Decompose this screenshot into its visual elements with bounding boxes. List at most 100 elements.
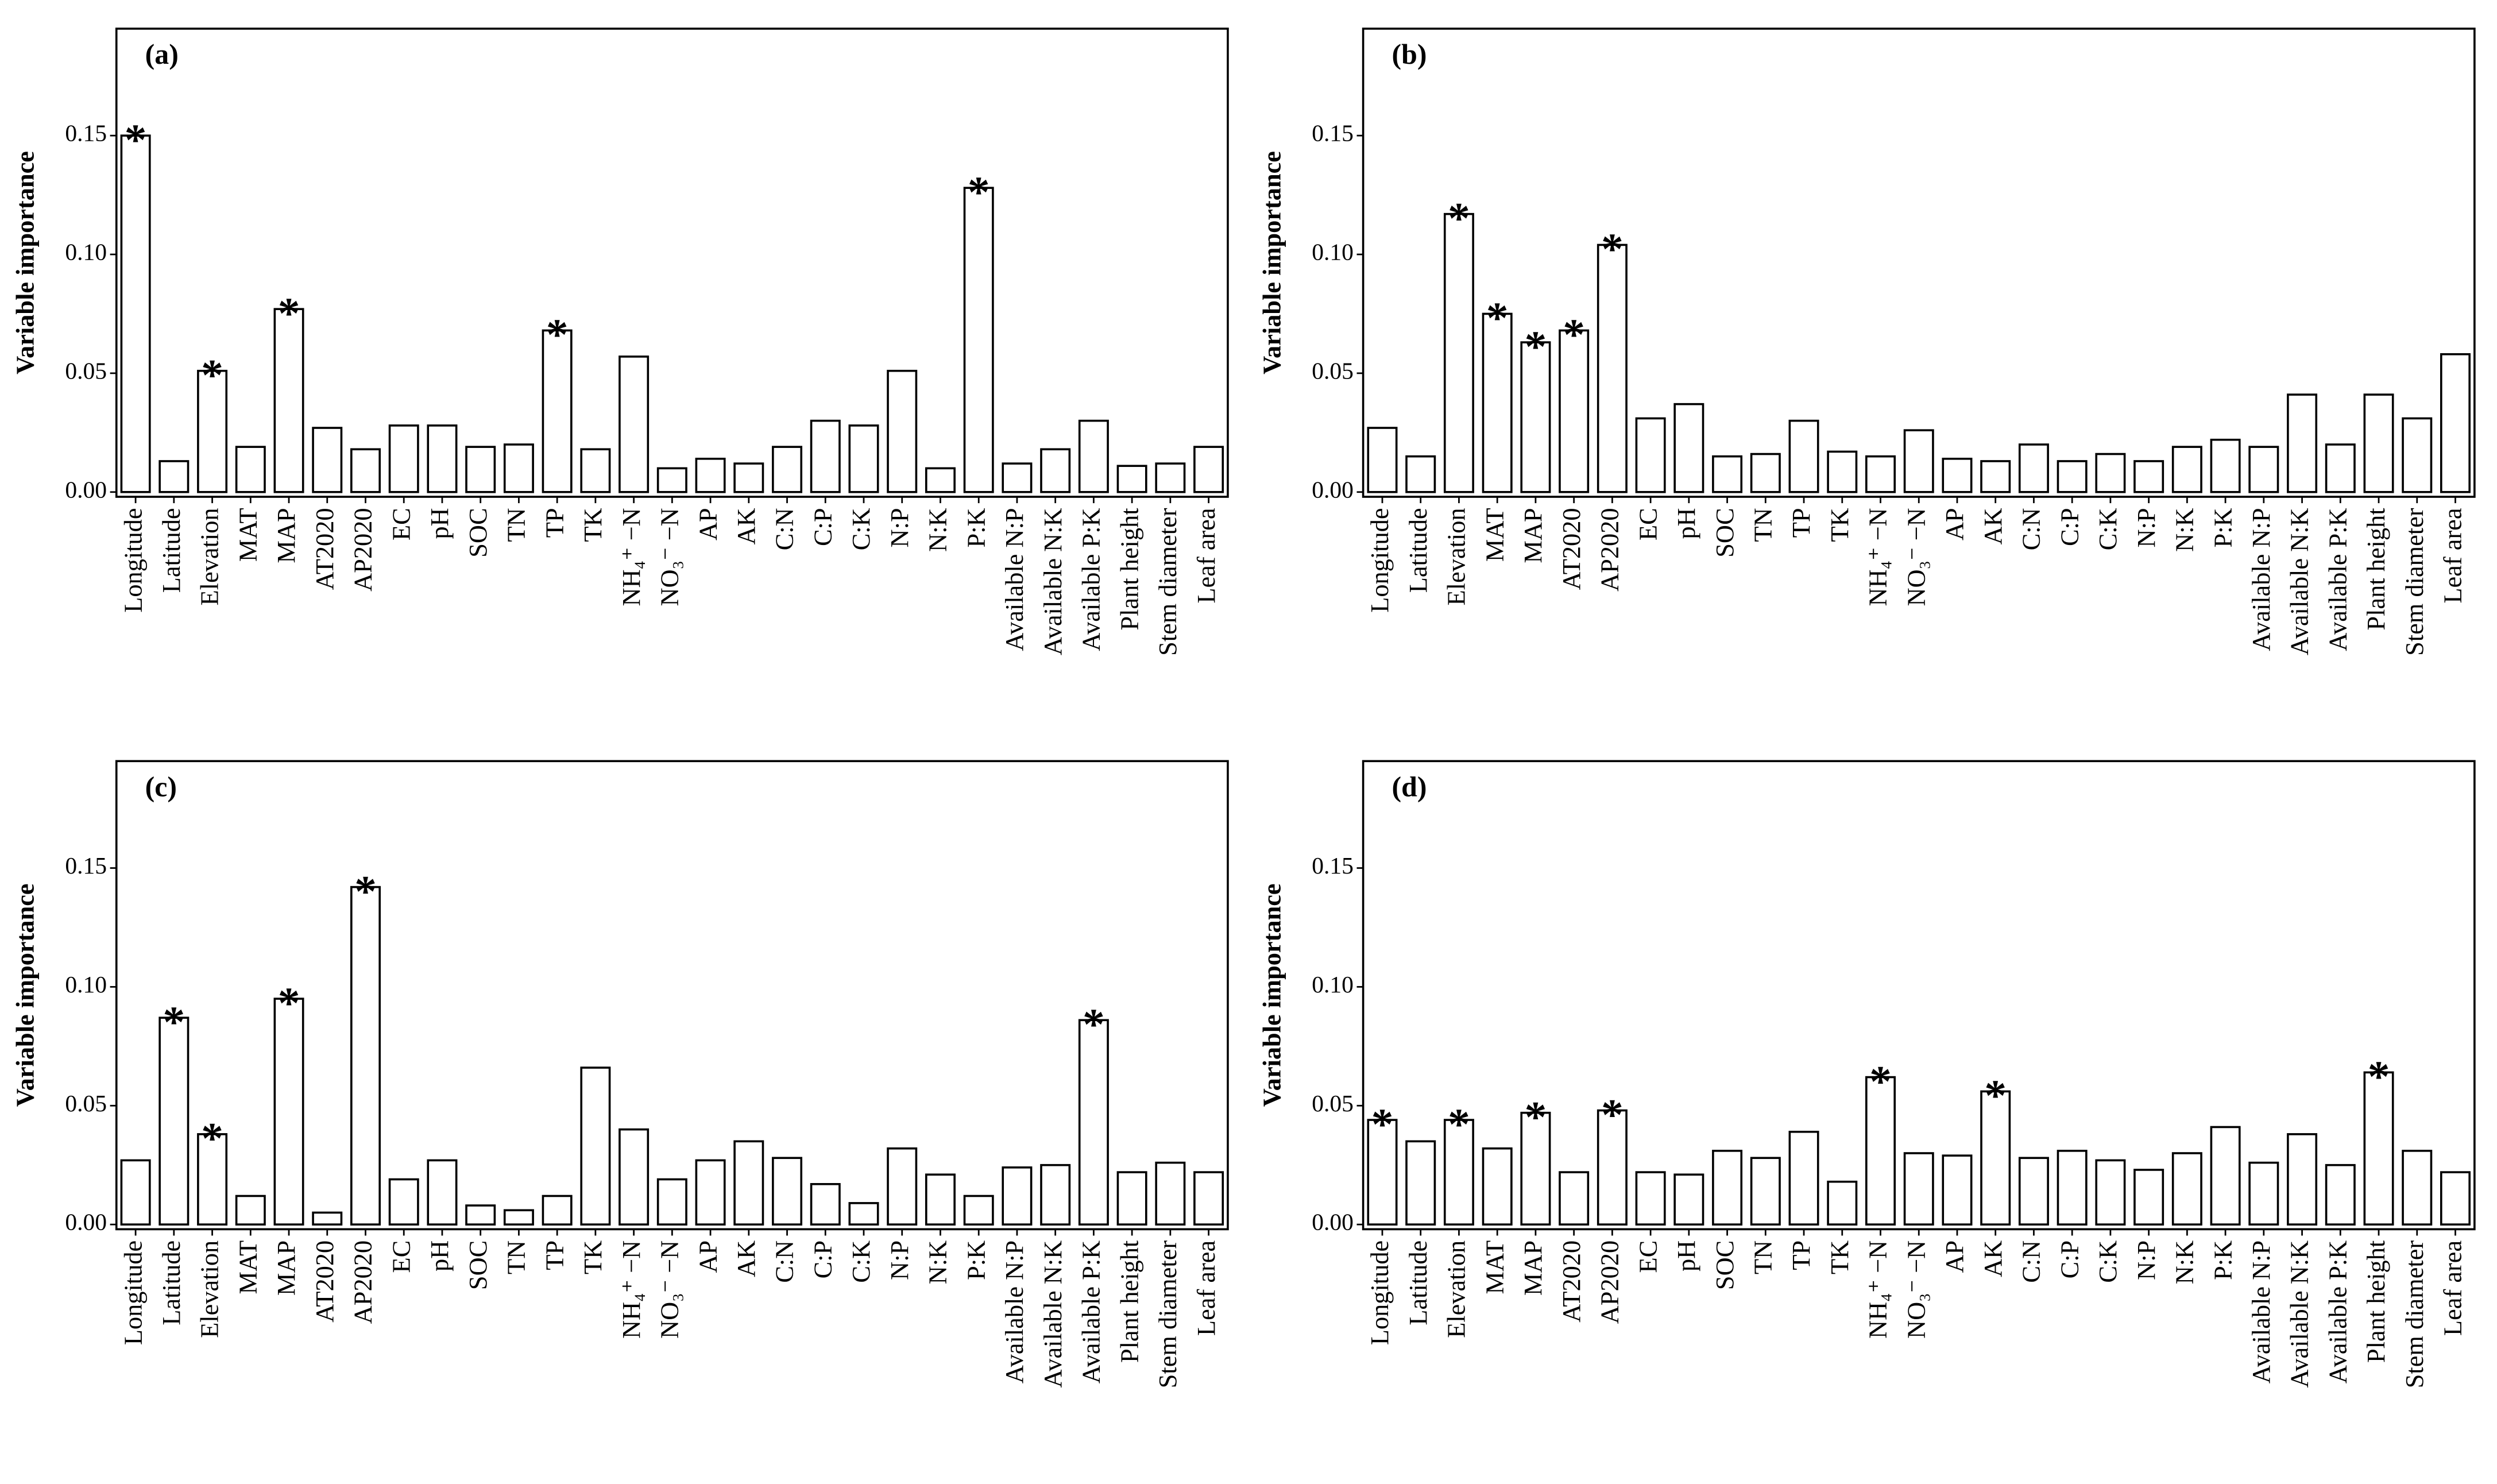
- bar: [273, 308, 304, 493]
- x-tick-label: Elevation: [195, 508, 224, 605]
- y-tick-label: 0.15: [1312, 120, 1354, 146]
- x-tick-label: Available N:K: [1038, 1240, 1067, 1388]
- bar: [120, 1159, 151, 1226]
- significance-mark: *: [1448, 1099, 1470, 1149]
- x-tick-label: Stem diameter: [1153, 508, 1182, 656]
- x-tick-label: TK: [578, 1240, 607, 1274]
- bar: [120, 134, 151, 493]
- x-tick-label: Longitude: [1365, 508, 1394, 612]
- x-tick-label: TN: [1748, 1240, 1777, 1274]
- y-tick-label: 0.05: [65, 1090, 107, 1116]
- x-tick-label: Available N:K: [2285, 508, 2314, 655]
- x-tick-label: MAT: [1480, 508, 1509, 562]
- bar: [1788, 419, 1819, 493]
- plot-frame: [1362, 28, 2476, 498]
- x-tick-label: AT2020: [1557, 508, 1586, 590]
- bar: [2057, 1150, 2088, 1226]
- x-tick-label: Plant height: [1115, 508, 1143, 631]
- bar: [2018, 1157, 2049, 1226]
- bar: [1865, 455, 1896, 493]
- significance-mark: *: [1525, 1092, 1547, 1142]
- significance-mark: *: [1448, 194, 1470, 243]
- x-tick-label: NO₃⁻ −N: [655, 1240, 684, 1339]
- bar: [235, 446, 266, 493]
- significance-mark: *: [2368, 1052, 2390, 1102]
- bar: [2171, 1152, 2202, 1226]
- bar: [1559, 329, 1590, 493]
- x-tick-label: NH₄⁺ −N: [1864, 508, 1892, 606]
- x-tick-label: SOC: [1710, 508, 1739, 557]
- panel: 0.00 0.05 0.10 0.15 Longitude Latitude * Elevat…: [11, 760, 1229, 1388]
- x-tick-label: MAP: [272, 508, 300, 563]
- bar: [848, 424, 879, 493]
- bar: [235, 1195, 266, 1226]
- bar: [2287, 1133, 2318, 1226]
- bar: [1078, 419, 1109, 493]
- y-tick-label: 0.10: [1312, 971, 1354, 998]
- x-tick-label: AT2020: [310, 508, 339, 590]
- y-tick-label: 0.05: [1312, 357, 1354, 384]
- x-tick-label: TN: [1748, 508, 1777, 542]
- x-tick-label: C:P: [2055, 1240, 2084, 1279]
- bar: [1635, 1171, 1666, 1226]
- x-tick-label: TP: [540, 1240, 569, 1270]
- bar: [503, 1209, 534, 1226]
- y-tick-label: 0.10: [1312, 239, 1354, 265]
- bar: [1635, 417, 1666, 493]
- y-tick-label: 0.00: [1312, 476, 1354, 503]
- significance-mark: *: [1563, 310, 1585, 360]
- bar: [1482, 312, 1513, 493]
- x-tick-label: Plant height: [1115, 1240, 1143, 1363]
- bar: [656, 1178, 687, 1226]
- x-tick-label: NH₄⁺ −N: [617, 508, 645, 606]
- x-tick-label: N:P: [885, 508, 914, 547]
- significance-mark: *: [1984, 1071, 2007, 1120]
- x-tick-label: Available N:P: [1000, 508, 1029, 651]
- panel: 0.00 0.05 0.10 0.15 Longitude * Latitude Elevat…: [11, 28, 1229, 656]
- x-tick-label: Leaf area: [1192, 508, 1220, 603]
- bar: [1040, 448, 1071, 493]
- x-tick-label: N:K: [923, 508, 952, 551]
- bar: [2057, 460, 2088, 493]
- x-tick-label: Leaf area: [1192, 1240, 1220, 1336]
- bar: [1116, 1171, 1147, 1226]
- bar: [1367, 427, 1398, 493]
- bar: [1482, 1147, 1513, 1226]
- bar: [1002, 462, 1033, 493]
- bar: [1367, 1119, 1398, 1226]
- bar: [1788, 1130, 1819, 1226]
- panel-label: (a): [145, 38, 179, 70]
- bar: [2095, 1159, 2126, 1226]
- x-tick-label: AP: [693, 1240, 722, 1273]
- x-tick-label: TP: [540, 508, 569, 538]
- bar: [388, 424, 419, 493]
- bar: [197, 369, 228, 493]
- x-tick-label: AK: [1978, 508, 2007, 544]
- bar: [1942, 458, 1973, 493]
- bar: [580, 1066, 611, 1226]
- x-tick-label: C:P: [2055, 508, 2084, 546]
- y-tick-label: 0.10: [65, 971, 107, 998]
- bar: [1116, 465, 1147, 493]
- significance-mark: *: [1371, 1099, 1394, 1149]
- panel: 0.00 0.05 0.10 0.15 Longitude Latitude Elevati…: [1257, 28, 2476, 656]
- y-tick-label: 0.10: [65, 239, 107, 265]
- bar: [1673, 1173, 1704, 1226]
- panel: 0.00 0.05 0.10 0.15 Longitude * Latitude Elevat…: [1257, 760, 2476, 1388]
- bar: [197, 1133, 228, 1226]
- x-tick-label: EC: [386, 1240, 415, 1273]
- significance-mark: *: [125, 115, 147, 164]
- y-tick-label: 0.00: [1312, 1209, 1354, 1235]
- bar: [2133, 460, 2164, 493]
- bar: [619, 355, 650, 493]
- bar: [772, 1157, 803, 1226]
- bar: [887, 1147, 918, 1226]
- x-tick-label: TK: [1825, 1240, 1854, 1274]
- y-axis-label: Variable importance: [11, 883, 40, 1107]
- x-tick-label: P:K: [961, 1240, 990, 1280]
- x-tick-label: C:N: [770, 1240, 799, 1283]
- bar: [1750, 1157, 1781, 1226]
- x-tick-label: NO₃⁻ −N: [655, 508, 684, 606]
- bar: [1040, 1164, 1071, 1226]
- x-tick-label: SOC: [463, 1240, 492, 1290]
